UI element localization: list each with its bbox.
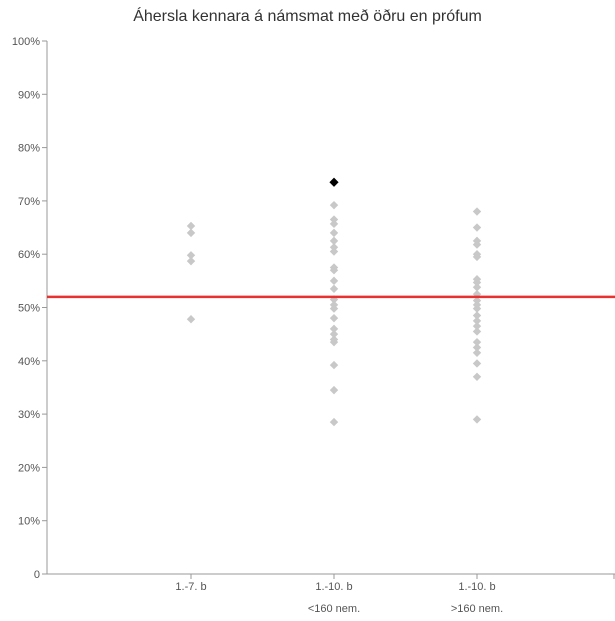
y-tick-label: 40% — [18, 356, 40, 368]
data-point — [329, 329, 339, 339]
data-point — [472, 327, 482, 336]
data-point — [329, 236, 339, 246]
data-point — [472, 304, 482, 313]
data-point — [329, 284, 339, 294]
data-point — [329, 265, 339, 275]
data-point — [186, 251, 196, 260]
axis-labels: 0 10% 20% 30% 40% 50% 60% 70% 80% 90% 100% 1.-7. b 1… — [12, 36, 503, 615]
data-point — [329, 215, 339, 224]
chart-title: Áhersla kennara á námsmat með öðru en pr… — [133, 8, 482, 25]
y-tick-label: 0 — [34, 569, 40, 581]
x-tick-label: 1.-7. b — [175, 581, 206, 593]
data-point — [472, 278, 482, 287]
y-tick-label: 50% — [18, 303, 40, 315]
data-point — [329, 219, 339, 229]
data-point — [472, 223, 482, 232]
y-tick-label: 80% — [18, 143, 40, 155]
data-point — [329, 360, 339, 370]
data-points — [186, 177, 482, 427]
data-point — [472, 337, 482, 347]
y-tick-label: 10% — [18, 516, 40, 528]
data-point — [472, 348, 482, 358]
data-point — [329, 200, 339, 210]
data-point — [329, 324, 339, 334]
data-point — [472, 252, 482, 262]
data-point — [472, 240, 482, 249]
y-tick-label: 90% — [18, 89, 40, 101]
data-point — [329, 304, 339, 313]
x-tick-sublabel: >160 nem. — [451, 603, 503, 615]
data-point — [186, 221, 196, 231]
data-point — [329, 228, 339, 238]
data-point — [329, 276, 339, 286]
y-tick-label: 70% — [18, 196, 40, 208]
data-point — [472, 372, 482, 381]
data-point — [472, 415, 482, 424]
data-point — [329, 313, 339, 323]
x-tick-label: 1.-10. b — [458, 581, 495, 593]
x-tick-sublabel: <160 nem. — [308, 603, 360, 615]
data-point — [329, 243, 339, 252]
data-point — [186, 228, 196, 238]
y-tick-label: 30% — [18, 409, 40, 421]
data-point — [329, 385, 339, 395]
data-point — [329, 247, 339, 256]
highlight-point — [329, 177, 339, 187]
data-point — [472, 359, 482, 368]
data-point — [329, 417, 339, 427]
y-tick-label: 60% — [18, 249, 40, 261]
data-point — [329, 337, 339, 347]
data-point — [186, 315, 196, 324]
data-point — [472, 283, 482, 292]
axes — [42, 40, 615, 579]
x-tick-label: 1.-10. b — [315, 581, 352, 593]
data-point — [472, 321, 482, 331]
y-tick-label: 20% — [18, 462, 40, 474]
data-point — [472, 296, 482, 305]
data-point — [472, 343, 482, 352]
data-point — [472, 207, 482, 216]
data-point — [472, 316, 482, 326]
data-point — [472, 311, 482, 320]
y-tick-label: 100% — [12, 36, 40, 48]
data-point — [186, 256, 196, 266]
